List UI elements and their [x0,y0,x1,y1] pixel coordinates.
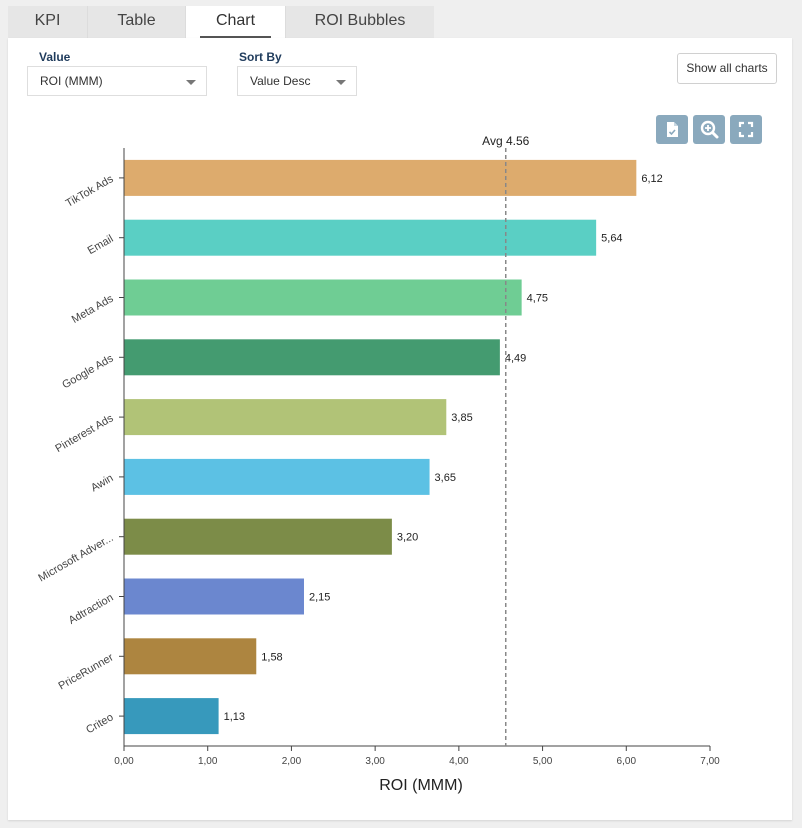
bar-value-label: 4,75 [527,293,548,305]
sort-select-text: Value Desc [250,74,311,88]
chart-bar [124,698,219,735]
chart-bar [124,399,447,436]
chart-bar [124,339,500,376]
export-document-icon[interactable] [656,115,688,144]
chart-bar [124,159,637,196]
roi-bar-chart: 6,12 TikTok Ads 5,64 Email 4,75 Meta Ads 4,49 G… [36,134,720,794]
category-tick-label: Meta Ads [70,292,116,326]
average-label: Avg 4.56 [482,134,529,148]
category-tick-label: Microsoft Adver... [36,532,115,585]
tab-chart[interactable]: Chart [186,6,286,38]
bar-value-label: 1,13 [224,711,245,723]
bar-value-label: 2,15 [309,592,330,604]
x-tick-label: 2,00 [282,756,302,767]
chevron-down-icon [186,80,196,85]
tab-roi-bubbles[interactable]: ROI Bubbles [286,6,434,38]
category-tick-label: Adtraction [67,592,116,627]
chevron-down-icon [336,80,346,85]
category-tick-label: Email [86,233,116,257]
chart-bar [124,518,392,555]
bar-value-label: 5,64 [601,233,622,245]
category-tick-label: Criteo [84,711,115,736]
sort-label: Sort By [239,50,282,64]
value-label: Value [39,50,71,64]
chart-bar [124,458,430,495]
category-tick-label: Google Ads [60,352,116,391]
x-tick-label: 7,00 [700,756,720,767]
chart-bar [124,279,522,316]
bar-value-label: 4,49 [505,352,526,364]
x-tick-label: 1,00 [198,756,218,767]
show-all-charts-button[interactable]: Show all charts [677,53,777,84]
value-select-text: ROI (MMM) [40,74,103,88]
active-tab-indicator [200,36,271,38]
chart-panel: Value ROI (MMM) Sort By Value Desc Show … [8,38,792,820]
tab-kpi[interactable]: KPI [8,6,88,38]
chart-bar [124,638,257,675]
category-tick-label: PriceRunner [57,651,116,692]
category-tick-label: TikTok Ads [64,173,116,210]
value-select[interactable]: ROI (MMM) [27,66,207,96]
category-tick-label: Awin [89,472,115,494]
fullscreen-icon[interactable] [730,115,762,144]
x-tick-label: 5,00 [533,756,553,767]
tab-bar: KPI Table Chart ROI Bubbles [8,6,434,38]
x-tick-label: 4,00 [449,756,469,767]
x-tick-label: 3,00 [365,756,385,767]
bar-value-label: 1,58 [261,651,282,663]
tab-table[interactable]: Table [88,6,186,38]
bar-value-label: 6,12 [641,173,662,185]
zoom-in-icon[interactable] [693,115,725,144]
x-tick-label: 0,00 [114,756,134,767]
bar-value-label: 3,20 [397,532,418,544]
tab-chart-label: Chart [215,12,256,29]
chart-bar [124,219,597,256]
bar-value-label: 3,85 [451,412,472,424]
category-tick-label: Pinterest Ads [53,412,116,455]
x-axis-title: ROI (MMM) [379,777,463,794]
chart-bar [124,578,304,615]
bar-value-label: 3,65 [435,472,456,484]
sort-select[interactable]: Value Desc [237,66,357,96]
x-tick-label: 6,00 [617,756,637,767]
